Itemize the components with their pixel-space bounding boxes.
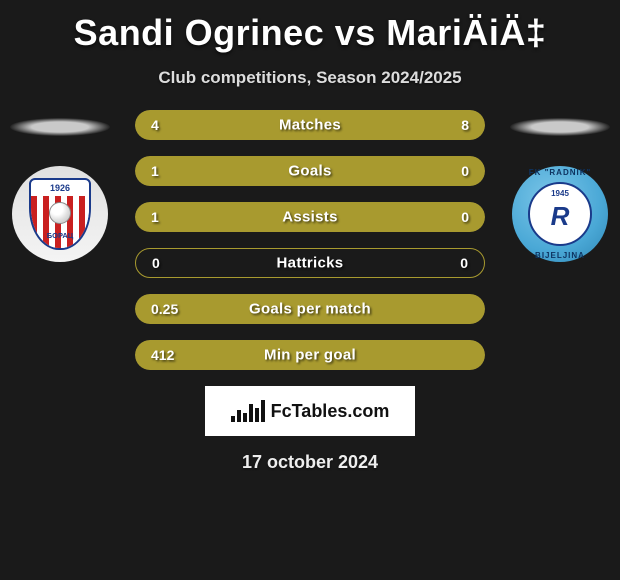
team-right-column: FK "RADNIK" R BIJELJINA bbox=[500, 118, 620, 298]
stat-left-value: 1 bbox=[151, 209, 159, 225]
page-title: Sandi Ogrinec vs MariÄiÄ‡ bbox=[0, 0, 620, 54]
stat-left-value: 4 bbox=[151, 117, 159, 133]
stat-label: Assists bbox=[282, 209, 337, 226]
vs-text: vs bbox=[335, 12, 376, 53]
date-text: 17 october 2024 bbox=[0, 452, 620, 473]
player2-shadow bbox=[510, 118, 610, 136]
stat-row: 1 Goals 0 bbox=[135, 156, 485, 186]
stat-label: Min per goal bbox=[264, 347, 356, 364]
player1-shadow bbox=[10, 118, 110, 136]
stat-rows: 4 Matches 8 1 Goals 0 1 Assists 0 0 Hattricks 0 0.25… bbox=[135, 110, 485, 370]
stat-row: 0 Hattricks 0 bbox=[135, 248, 485, 278]
stat-label: Hattricks bbox=[277, 255, 344, 272]
stat-row: 412 Min per goal bbox=[135, 340, 485, 370]
fctables-branding: FcTables.com bbox=[205, 386, 415, 436]
shield-icon: БОРАЦ bbox=[29, 178, 91, 250]
team-left-column: БОРАЦ bbox=[0, 118, 120, 298]
stat-left-value: 0 bbox=[152, 255, 160, 271]
team-left-crest: БОРАЦ bbox=[12, 166, 108, 262]
stat-label: Matches bbox=[279, 117, 341, 134]
stat-right-value: 0 bbox=[461, 209, 469, 225]
stat-right-value: 8 bbox=[461, 117, 469, 133]
player2-name: MariÄiÄ‡ bbox=[386, 12, 546, 53]
stat-label: Goals per match bbox=[249, 301, 371, 318]
branding-text: FcTables.com bbox=[271, 401, 390, 422]
stat-row: 1 Assists 0 bbox=[135, 202, 485, 232]
stat-right-value: 0 bbox=[461, 163, 469, 179]
team-right-crest: FK "RADNIK" R BIJELJINA bbox=[512, 166, 608, 262]
stat-left-value: 412 bbox=[151, 347, 174, 363]
stat-right-value: 0 bbox=[460, 255, 468, 271]
stat-left-value: 1 bbox=[151, 163, 159, 179]
stat-label: Goals bbox=[288, 163, 331, 180]
stat-row: 4 Matches 8 bbox=[135, 110, 485, 140]
crest-inner: R bbox=[528, 182, 592, 246]
bars-icon bbox=[231, 400, 265, 422]
stat-left-value: 0.25 bbox=[151, 301, 178, 317]
player1-name: Sandi Ogrinec bbox=[74, 12, 325, 53]
comparison-card: Sandi Ogrinec vs MariÄiÄ‡ Club competiti… bbox=[0, 0, 620, 580]
subtitle: Club competitions, Season 2024/2025 bbox=[0, 68, 620, 88]
stat-row: 0.25 Goals per match bbox=[135, 294, 485, 324]
